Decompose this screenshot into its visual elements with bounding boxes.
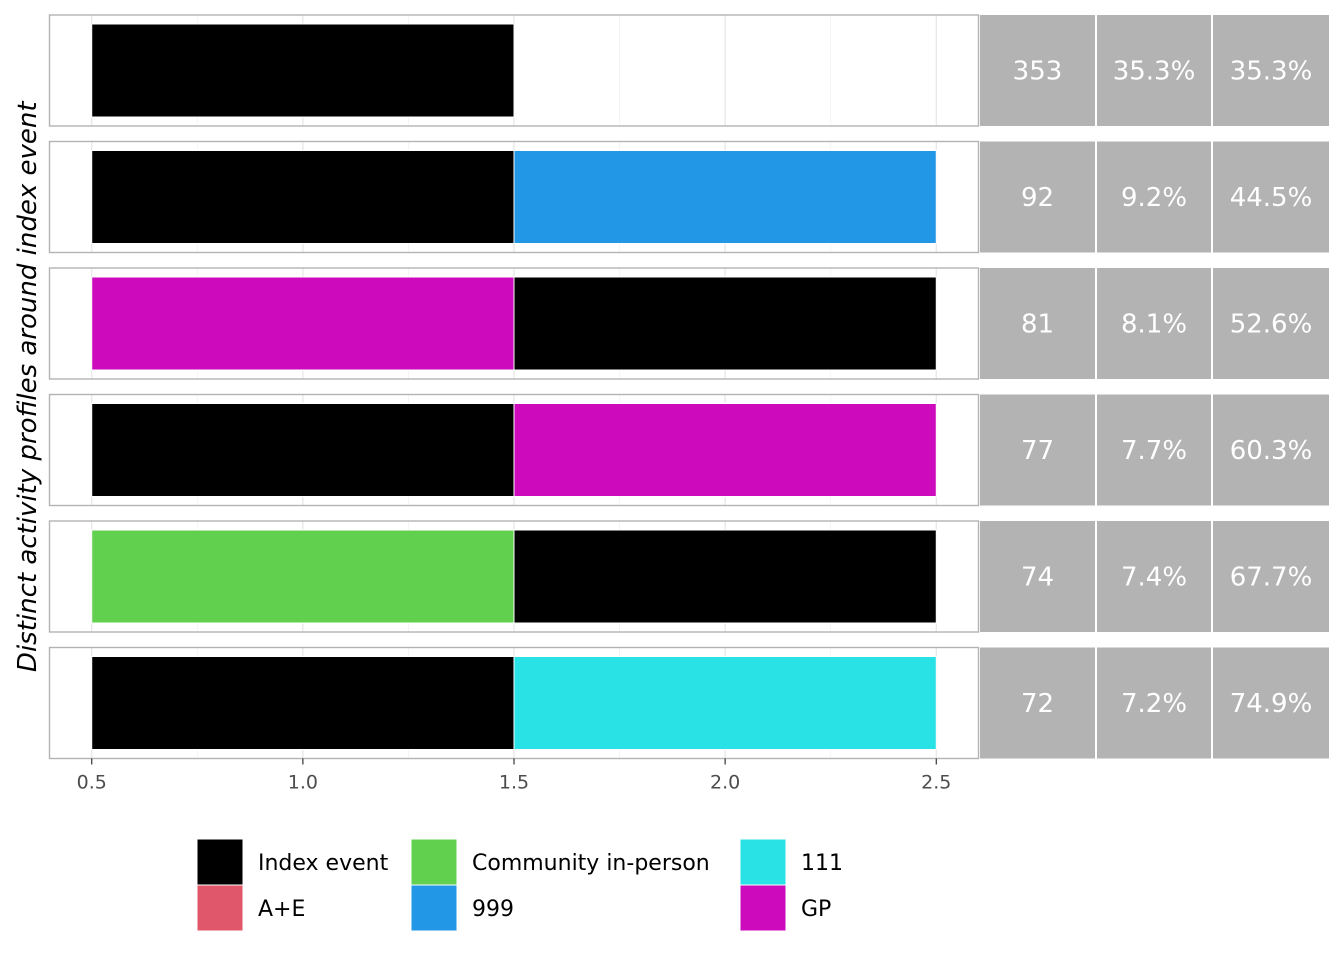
bar-segment bbox=[91, 23, 515, 118]
table-cell-value: 7.4% bbox=[1121, 563, 1187, 593]
legend-label: A+E bbox=[258, 897, 305, 922]
table-cell bbox=[1213, 647, 1329, 759]
table-cell-value: 353 bbox=[1013, 57, 1063, 87]
bar-segment bbox=[91, 276, 515, 371]
legend-item: 999 bbox=[410, 884, 514, 932]
bar-segment bbox=[513, 529, 937, 624]
x-tick-label: 0.5 bbox=[77, 772, 107, 794]
profile-row: 72 7.2% 74.9% bbox=[48, 646, 1329, 760]
table-cell bbox=[1097, 521, 1211, 632]
panel-border bbox=[48, 393, 980, 507]
legend-swatch bbox=[410, 884, 458, 932]
panel-border bbox=[48, 140, 980, 254]
x-axis: 0.5 1.0 1.5 2.0 2.5 bbox=[77, 758, 951, 794]
table-cell-value: 74 bbox=[1021, 563, 1054, 593]
profile-row: 353 35.3% 35.3% bbox=[48, 14, 1329, 127]
panel-border bbox=[48, 520, 980, 633]
table-cell bbox=[980, 394, 1095, 506]
table-cell bbox=[1097, 141, 1211, 253]
table-cell bbox=[1097, 268, 1211, 379]
legend-item: 111 bbox=[739, 838, 843, 886]
table-cell bbox=[1097, 647, 1211, 759]
bar-segment bbox=[513, 403, 937, 497]
legend-label: Index event bbox=[258, 851, 389, 876]
table-cell bbox=[1097, 394, 1211, 506]
table-cell bbox=[1213, 141, 1329, 253]
table-cell bbox=[980, 521, 1095, 632]
bar-segment bbox=[513, 656, 937, 750]
legend-label: GP bbox=[801, 897, 831, 922]
y-axis-title: Distinct activity profiles around index … bbox=[13, 101, 43, 672]
table-cell-value: 77 bbox=[1021, 436, 1054, 466]
legend-item: A+E bbox=[196, 884, 305, 932]
table-cell-value: 35.3% bbox=[1113, 57, 1196, 87]
table-cell-value: 74.9% bbox=[1230, 689, 1313, 719]
table-cell-value: 92 bbox=[1021, 183, 1054, 213]
profile-row: 77 7.7% 60.3% bbox=[48, 393, 1329, 507]
panel-border bbox=[48, 14, 980, 127]
profile-row: 81 8.1% 52.6% bbox=[48, 267, 1329, 380]
table-cell bbox=[980, 141, 1095, 253]
table-cell bbox=[1213, 394, 1329, 506]
x-tick-label: 2.5 bbox=[921, 772, 951, 794]
table-cell bbox=[1213, 268, 1329, 379]
y-axis-title-group: Distinct activity profiles around index … bbox=[13, 101, 43, 672]
table-cell bbox=[1097, 15, 1211, 126]
legend-label: 999 bbox=[472, 897, 514, 922]
table-cell-value: 67.7% bbox=[1230, 563, 1313, 593]
legend-swatch bbox=[410, 838, 458, 886]
legend-swatch bbox=[739, 884, 787, 932]
table-cell-value: 60.3% bbox=[1230, 436, 1313, 466]
legend: Index event A+E Community in-person 999 111 G… bbox=[196, 838, 843, 932]
table-cell bbox=[1213, 15, 1329, 126]
x-tick-label: 1.5 bbox=[499, 772, 529, 794]
profile-row: 74 7.4% 67.7% bbox=[48, 520, 1329, 633]
x-tick-label: 1.0 bbox=[288, 772, 318, 794]
table-cell-value: 9.2% bbox=[1121, 183, 1187, 213]
table-cell-value: 7.2% bbox=[1121, 689, 1187, 719]
profile-panels: 353 35.3% 35.3% 92 9.2% 44.5% 81 8.1% 52.6% 77 7.7… bbox=[48, 14, 1329, 760]
table-cell bbox=[980, 15, 1095, 126]
bar-segment bbox=[513, 150, 937, 244]
table-cell-value: 52.6% bbox=[1230, 310, 1313, 340]
legend-swatch bbox=[196, 838, 244, 886]
legend-label: Community in-person bbox=[472, 851, 710, 876]
table-cell-value: 81 bbox=[1021, 310, 1054, 340]
table-cell-value: 35.3% bbox=[1230, 57, 1313, 87]
profile-row: 92 9.2% 44.5% bbox=[48, 140, 1329, 254]
legend-swatch bbox=[196, 884, 244, 932]
legend-swatch bbox=[739, 838, 787, 886]
table-cell-value: 7.7% bbox=[1121, 436, 1187, 466]
legend-item: GP bbox=[739, 884, 831, 932]
table-cell bbox=[1213, 521, 1329, 632]
bar-segment bbox=[91, 656, 515, 750]
x-tick-label: 2.0 bbox=[710, 772, 740, 794]
bar-segment bbox=[513, 276, 937, 371]
table-cell-value: 8.1% bbox=[1121, 310, 1187, 340]
legend-item: Index event bbox=[196, 838, 389, 886]
bar-segment bbox=[91, 403, 515, 497]
legend-item: Community in-person bbox=[410, 838, 710, 886]
bar-segment bbox=[91, 529, 515, 624]
table-cell bbox=[980, 647, 1095, 759]
table-cell-value: 44.5% bbox=[1230, 183, 1313, 213]
table-cell-value: 72 bbox=[1021, 689, 1054, 719]
table-cell bbox=[980, 268, 1095, 379]
legend-label: 111 bbox=[801, 851, 843, 876]
panel-border bbox=[48, 267, 980, 380]
bar-segment bbox=[91, 150, 515, 244]
